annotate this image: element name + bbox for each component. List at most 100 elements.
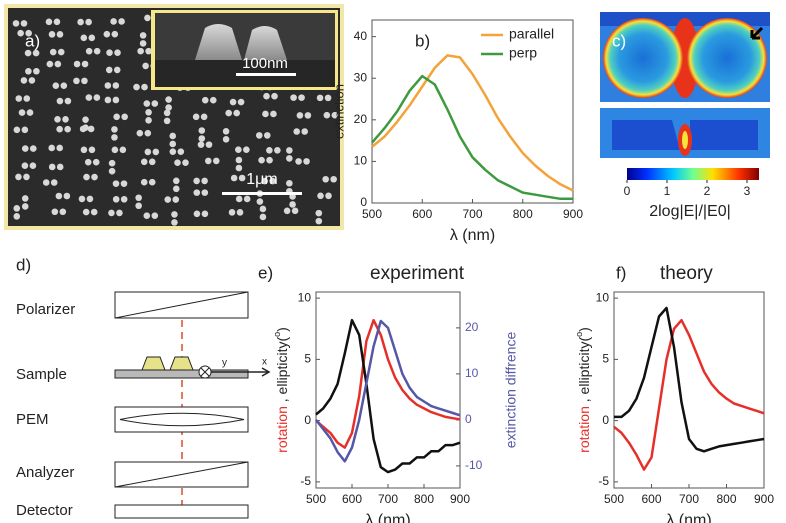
- dot: [137, 130, 144, 137]
- field-particle: [690, 120, 758, 150]
- dot: [74, 61, 81, 68]
- dot: [64, 193, 71, 200]
- legend-label: parallel: [509, 26, 554, 42]
- y-tick-label: 0: [360, 195, 367, 209]
- dot: [13, 205, 20, 212]
- dot: [143, 100, 150, 107]
- dot: [120, 147, 127, 154]
- dot: [33, 50, 40, 57]
- dot: [206, 141, 213, 148]
- sample-particle: [170, 357, 193, 370]
- dot: [88, 126, 95, 133]
- axis-name: y: [222, 358, 227, 369]
- dot: [105, 97, 112, 104]
- dot: [81, 146, 88, 153]
- axis-name: x: [262, 357, 267, 368]
- dot: [260, 214, 267, 221]
- sample-substrate: [115, 370, 248, 378]
- dot: [141, 84, 148, 91]
- dot: [173, 185, 180, 192]
- field-lobe: [603, 18, 683, 98]
- dot: [263, 93, 270, 100]
- dot: [258, 157, 265, 164]
- dot: [113, 114, 120, 121]
- dot: [274, 147, 281, 154]
- dot: [290, 94, 297, 101]
- x-tick-label: 900: [450, 492, 470, 506]
- dot: [13, 213, 20, 220]
- dot: [21, 20, 28, 27]
- y-label-text: , ellipticity(: [576, 337, 592, 407]
- y-axis-label: rotation , ellipticity(o): [574, 327, 591, 453]
- dot: [53, 82, 60, 89]
- dot: [21, 77, 28, 84]
- dot: [65, 98, 72, 105]
- field-lobe: [687, 18, 767, 98]
- dot: [229, 209, 236, 216]
- dot: [83, 209, 90, 216]
- dot: [113, 82, 120, 89]
- dot: [322, 176, 329, 183]
- x-tick-label: 700: [462, 207, 482, 221]
- chart: 500600700800900-50510-1001020e)experimen…: [258, 263, 519, 523]
- dot: [165, 96, 172, 103]
- dot: [22, 203, 29, 210]
- dot: [52, 208, 59, 215]
- dot: [225, 110, 232, 117]
- y-tick-label: 10: [354, 154, 368, 168]
- dot: [145, 109, 152, 116]
- sample-particle: [142, 357, 165, 370]
- dot: [169, 133, 176, 140]
- dot: [141, 179, 148, 186]
- field-particle: [612, 120, 680, 150]
- x-tick-label: 800: [716, 492, 736, 506]
- dot: [230, 99, 237, 106]
- hotspot-core: [682, 131, 688, 149]
- dot: [89, 146, 96, 153]
- dot: [316, 218, 323, 225]
- dot: [23, 174, 30, 181]
- dot: [297, 112, 304, 119]
- dot: [145, 117, 152, 124]
- dot: [51, 179, 58, 186]
- dot: [271, 93, 278, 100]
- dot: [292, 208, 299, 215]
- dot: [27, 109, 34, 116]
- y2-tick-label: 20: [465, 320, 479, 334]
- dot: [317, 95, 324, 102]
- colorbar-tick-label: 1: [664, 184, 671, 198]
- dot: [256, 132, 263, 139]
- dot: [303, 158, 310, 165]
- dot: [201, 189, 208, 196]
- y-tick-label: 30: [354, 70, 368, 84]
- dot: [110, 18, 117, 25]
- dot: [79, 196, 86, 203]
- dot: [43, 179, 50, 186]
- colorbar: [627, 168, 759, 180]
- dot: [113, 97, 120, 104]
- dot: [112, 31, 119, 38]
- dot: [198, 135, 205, 142]
- dot: [47, 61, 54, 68]
- dot: [264, 132, 271, 139]
- dot: [239, 175, 246, 182]
- dot: [295, 158, 302, 165]
- scale-label: 1μm: [246, 171, 277, 188]
- dot: [49, 164, 56, 171]
- dot: [169, 141, 176, 148]
- x-tick-label: 700: [378, 492, 398, 506]
- dot: [111, 134, 118, 141]
- dot: [121, 196, 128, 203]
- panel-label: a): [25, 31, 40, 50]
- plot-frame: [372, 20, 573, 203]
- dot: [144, 15, 151, 22]
- component-label: Sample: [16, 366, 67, 383]
- dot: [46, 19, 53, 26]
- component-label: Detector: [16, 502, 73, 519]
- dot: [284, 208, 291, 215]
- dot: [60, 208, 67, 215]
- dot: [236, 196, 243, 203]
- dot: [85, 159, 92, 166]
- dot: [81, 35, 88, 42]
- dot: [164, 110, 171, 117]
